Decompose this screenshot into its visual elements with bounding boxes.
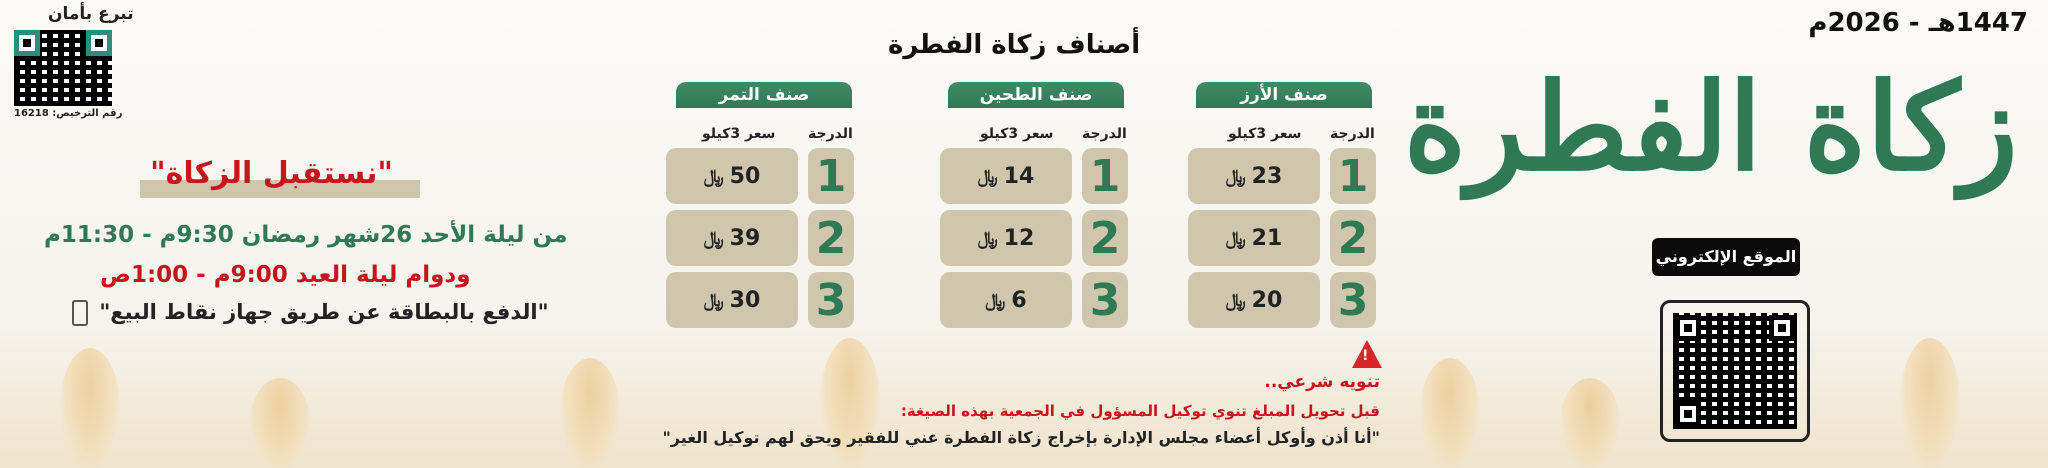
payment-text: "الدفع بالبطاقة عن طريق جهاز نقاط البيع" [99,300,549,324]
price-cell: 12 ﷼ [940,210,1072,266]
price-cell: 39 ﷼ [666,210,798,266]
grade-header: الدرجة [808,126,853,142]
notice-line-1: قبل تحويل المبلغ تنوي توكيل المسؤول في ا… [900,402,1380,420]
category-header: صنف الأرز [1196,82,1372,108]
grade-cell: 1 [1330,148,1376,204]
title-band [140,180,420,198]
section-title: أصناف زكاة الفطرة [888,30,1141,60]
date-label: 1447هـ - 2026م [1808,8,2028,38]
price-header: سعر 3كيلو [702,126,776,142]
price-cell: 21 ﷼ [1188,210,1320,266]
warning-exclamation: ! [1362,348,1369,364]
grade-header: الدرجة [1330,126,1375,142]
category-header: صنف الطحين [948,82,1124,108]
price-cell: 20 ﷼ [1188,272,1320,328]
grade-cell: 3 [1330,272,1376,328]
grade-cell: 1 [1082,148,1128,204]
website-qr-code[interactable] [1660,300,1810,442]
receive-line-2: ودوام ليلة العيد 9:00م - 1:00ص [100,262,471,288]
price-cell: 6 ﷼ [940,272,1072,328]
price-cell: 14 ﷼ [940,148,1072,204]
grade-cell: 1 [808,148,854,204]
license-label: رقم الترخيص: 16218 [14,108,123,119]
price-header: سعر 3كيلو [980,126,1054,142]
website-button[interactable]: الموقع الإلكتروني [1652,238,1800,276]
notice-title: تنويه شرعي.. [1264,372,1380,392]
price-cell: 23 ﷼ [1188,148,1320,204]
receive-title: "نستقبل الزكاة" [150,156,393,191]
donate-label: تبرع بأمان [48,4,134,24]
category-header: صنف التمر [676,82,852,108]
price-header: سعر 3كيلو [1228,126,1302,142]
grade-cell: 3 [1082,272,1128,328]
card-terminal-icon [72,300,88,326]
price-cell: 50 ﷼ [666,148,798,204]
grade-cell: 2 [1330,210,1376,266]
receive-line-3: "الدفع بالبطاقة عن طريق جهاز نقاط البيع" [72,300,549,326]
logo-title: زكاة الفطرة [1403,57,2018,198]
grade-cell: 2 [1082,210,1128,266]
price-cell: 30 ﷼ [666,272,798,328]
grade-header: الدرجة [1082,126,1127,142]
donate-qr-code[interactable] [14,30,112,106]
receive-line-1: من ليلة الأحد 26شهر رمضان 9:30م - 11:30م [44,222,568,248]
grade-cell: 3 [808,272,854,328]
warning-icon [1352,340,1382,368]
notice-line-2: "أنا أذن وأوكل أعضاء مجلس الإدارة بإخراج… [662,428,1380,447]
grade-cell: 2 [808,210,854,266]
